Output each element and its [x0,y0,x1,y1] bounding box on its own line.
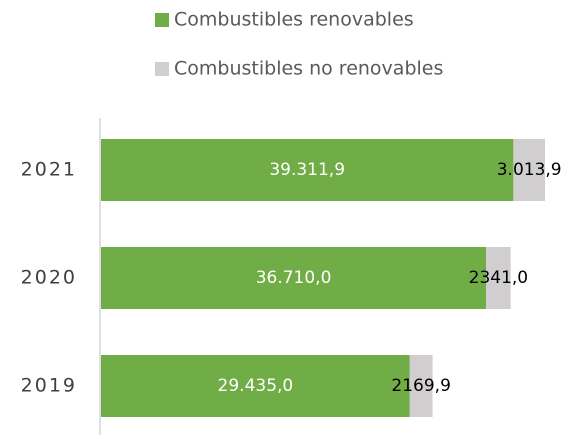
legend-swatch [155,62,169,76]
value-label: 39.311,9 [269,160,345,180]
bar-segment [101,247,487,309]
value-label: 29.435,0 [218,376,294,396]
y-tick-label: 2019 [21,375,77,397]
bar-segment [409,355,433,417]
value-label: 36.710,0 [256,268,332,288]
value-label: 2169,9 [391,376,450,396]
value-label: 2341,0 [469,268,528,288]
y-tick-label: 2020 [21,267,77,289]
value-label: 3.013,9 [497,160,562,180]
bar-segment [101,355,410,417]
bar-segment [513,139,545,201]
legend-label: Combustibles no renovables [174,58,443,80]
legend-label: Combustibles renovables [174,9,414,31]
bar-segment [101,139,514,201]
y-tick-label: 2021 [21,159,77,181]
bar-segment [486,247,511,309]
legend-swatch [155,13,169,27]
